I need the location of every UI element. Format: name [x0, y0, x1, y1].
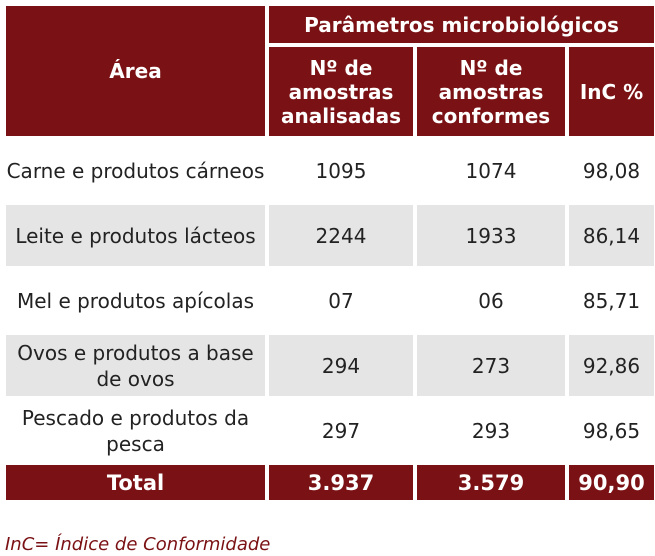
total-row: Total 3.937 3.579 90,90	[6, 465, 654, 500]
header-analyzed: Nº de amostras analisadas	[269, 47, 413, 136]
row-inc: 85,71	[569, 270, 654, 331]
row-conforming: 273	[417, 335, 565, 396]
row-analyzed: 1095	[269, 140, 413, 201]
row-analyzed: 07	[269, 270, 413, 331]
row-area: Pescado e produtos da pesca	[6, 400, 265, 461]
row-analyzed: 2244	[269, 205, 413, 266]
table-row: Carne e produtos cárneos 1095 1074 98,08	[6, 140, 654, 201]
table-row: Pescado e produtos da pesca 297 293 98,6…	[6, 400, 654, 461]
total-analyzed: 3.937	[269, 465, 413, 500]
microbiology-table: Área Parâmetros microbiológicos Nº de am…	[2, 2, 655, 504]
table-row: Ovos e produtos a base de ovos 294 273 9…	[6, 335, 654, 396]
total-conforming: 3.579	[417, 465, 565, 500]
row-area: Leite e produtos lácteos	[6, 205, 265, 266]
row-conforming: 293	[417, 400, 565, 461]
header-group: Parâmetros microbiológicos	[269, 6, 654, 43]
row-inc: 98,08	[569, 140, 654, 201]
row-analyzed: 294	[269, 335, 413, 396]
row-area: Mel e produtos apícolas	[6, 270, 265, 331]
header-inc: InC %	[569, 47, 654, 136]
row-inc: 86,14	[569, 205, 654, 266]
total-label: Total	[6, 465, 265, 500]
row-conforming: 1074	[417, 140, 565, 201]
row-analyzed: 297	[269, 400, 413, 461]
total-inc: 90,90	[569, 465, 654, 500]
row-conforming: 1933	[417, 205, 565, 266]
table-row: Leite e produtos lácteos 2244 1933 86,14	[6, 205, 654, 266]
row-area: Ovos e produtos a base de ovos	[6, 335, 265, 396]
header-conforming: Nº de amostras conformes	[417, 47, 565, 136]
row-inc: 92,86	[569, 335, 654, 396]
row-inc: 98,65	[569, 400, 654, 461]
row-conforming: 06	[417, 270, 565, 331]
table-row: Mel e produtos apícolas 07 06 85,71	[6, 270, 654, 331]
header-area: Área	[6, 6, 265, 136]
row-area: Carne e produtos cárneos	[6, 140, 265, 201]
footnote: InC= Índice de Conformidade	[5, 534, 271, 555]
